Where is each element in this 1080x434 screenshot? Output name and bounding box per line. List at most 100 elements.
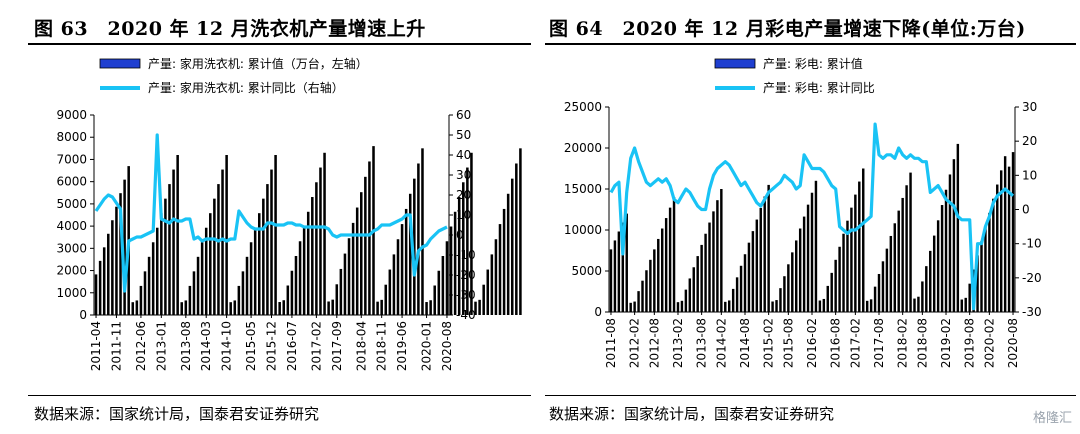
bar bbox=[708, 222, 711, 312]
bar bbox=[724, 301, 727, 312]
bar bbox=[192, 271, 196, 315]
bar bbox=[932, 235, 936, 312]
right-figure-title: 图 64 2020 年 12 月彩电产量增速下降(单位:万台) bbox=[549, 18, 1026, 40]
left-tick-label: 9000 bbox=[56, 108, 87, 122]
bar bbox=[449, 226, 453, 315]
bar bbox=[795, 240, 798, 312]
bar bbox=[408, 193, 412, 315]
left-tick-label: 20000 bbox=[564, 141, 602, 155]
bar bbox=[135, 300, 139, 315]
legend-bar-swatch bbox=[99, 58, 141, 69]
x-tick-label: 2011-04 bbox=[89, 321, 103, 371]
bar bbox=[384, 284, 388, 315]
bar bbox=[739, 265, 743, 312]
bar bbox=[763, 196, 766, 312]
right-tick-label: 40 bbox=[456, 148, 471, 162]
bar bbox=[131, 302, 135, 315]
bar bbox=[184, 300, 188, 315]
bar bbox=[498, 224, 502, 315]
bar bbox=[270, 169, 273, 315]
right-tick-label: 30 bbox=[456, 168, 471, 182]
bar bbox=[298, 241, 302, 315]
bar bbox=[814, 180, 818, 312]
bar bbox=[704, 233, 707, 312]
bar bbox=[862, 168, 865, 312]
bar bbox=[929, 250, 932, 312]
right-tick-label: -10 bbox=[1022, 237, 1042, 251]
bar bbox=[716, 200, 719, 312]
left-chart-panel: 图 63 2020 年 12 月洗衣机产量增速上升 产量: 家用洗衣机: 累计值… bbox=[0, 0, 535, 434]
left-tick-label: 5000 bbox=[56, 197, 87, 211]
bar bbox=[180, 302, 183, 315]
x-tick-label: 2020-02 bbox=[982, 318, 996, 368]
bar bbox=[413, 178, 416, 315]
x-tick-label: 2015-02 bbox=[762, 318, 776, 368]
x-tick-label: 2016-08 bbox=[829, 318, 843, 368]
bar bbox=[188, 285, 192, 315]
bar bbox=[905, 185, 908, 312]
bar bbox=[519, 148, 522, 315]
bar bbox=[779, 288, 782, 312]
bar bbox=[257, 213, 261, 315]
bar bbox=[633, 301, 636, 312]
bar bbox=[482, 284, 485, 315]
bar bbox=[294, 256, 298, 315]
bar bbox=[445, 241, 449, 315]
x-tick-label: 2019-06 bbox=[395, 321, 409, 371]
bar bbox=[262, 198, 265, 315]
bar bbox=[94, 274, 98, 315]
bar bbox=[976, 255, 979, 312]
bar bbox=[783, 276, 786, 312]
bar bbox=[869, 299, 873, 312]
bar bbox=[771, 301, 774, 312]
x-tick-label: 2018-08 bbox=[915, 318, 929, 368]
bar bbox=[478, 299, 481, 315]
bar bbox=[893, 223, 896, 312]
bar bbox=[274, 155, 277, 315]
bar bbox=[502, 208, 506, 315]
bar bbox=[327, 301, 330, 315]
yoy-line bbox=[609, 122, 1015, 311]
bar bbox=[343, 253, 347, 315]
bar bbox=[720, 189, 723, 312]
bar bbox=[249, 242, 253, 315]
left-tick-label: 0 bbox=[79, 308, 87, 322]
bar bbox=[649, 259, 652, 312]
x-tick-label: 2017-02 bbox=[309, 321, 323, 371]
x-tick-label: 2018-02 bbox=[896, 318, 910, 368]
bar bbox=[119, 193, 122, 315]
bar bbox=[696, 256, 699, 312]
bar-series bbox=[609, 143, 1015, 312]
bar bbox=[940, 205, 944, 312]
bar bbox=[873, 286, 877, 312]
bar bbox=[984, 227, 987, 312]
bar bbox=[672, 197, 676, 312]
bar bbox=[1003, 156, 1007, 312]
bar bbox=[466, 167, 469, 315]
bar bbox=[115, 206, 118, 315]
bar bbox=[964, 297, 967, 312]
bar bbox=[441, 256, 445, 315]
bar bbox=[854, 194, 857, 312]
bar bbox=[392, 254, 396, 315]
bar bbox=[515, 163, 518, 315]
bar bbox=[735, 277, 739, 312]
right-tick-label: 30 bbox=[1022, 100, 1037, 114]
bar bbox=[712, 211, 715, 312]
bar bbox=[335, 284, 339, 315]
left-tick-label: 25000 bbox=[564, 100, 602, 114]
x-tick-label: 2016-07 bbox=[285, 321, 299, 371]
bar bbox=[791, 252, 794, 312]
bar bbox=[992, 198, 995, 312]
bar bbox=[355, 207, 359, 315]
right-tick-label: 0 bbox=[1022, 203, 1030, 217]
bar bbox=[956, 143, 960, 312]
right-tick-label: 60 bbox=[456, 108, 471, 122]
bar bbox=[889, 235, 893, 312]
legend-bar-swatch bbox=[714, 58, 756, 69]
bar bbox=[810, 192, 814, 312]
left-tick-label: 10000 bbox=[564, 223, 602, 237]
bar bbox=[822, 298, 826, 312]
bar bbox=[944, 189, 948, 312]
x-tick-label: 2019-02 bbox=[939, 318, 953, 368]
